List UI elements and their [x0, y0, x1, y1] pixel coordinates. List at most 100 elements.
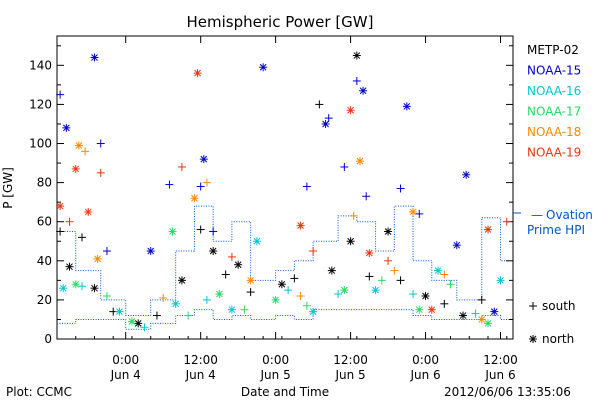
south-point: [409, 290, 418, 299]
y-tick-label: 140: [29, 58, 52, 72]
north-point: [484, 225, 493, 234]
north-point: [352, 51, 361, 60]
south-point: [309, 247, 318, 256]
y-tick-label: 20: [37, 293, 52, 307]
north-point: [271, 295, 280, 304]
timestamp: 2012/06/06 13:35:06: [444, 385, 571, 399]
north-point: [215, 290, 224, 299]
north-point: [421, 291, 430, 300]
north-point: [209, 247, 218, 256]
north-point: [309, 307, 318, 316]
north-point: [477, 315, 486, 324]
y-axis-label: P [GW]: [1, 167, 15, 209]
north-point: [246, 276, 255, 285]
north-point: [146, 247, 155, 256]
north-point: [359, 86, 368, 95]
north-point: [365, 248, 374, 257]
north-point: [346, 237, 355, 246]
north-point: [371, 286, 380, 295]
ovation-hpi-trace: [57, 205, 509, 330]
y-tick-label: 40: [37, 254, 52, 268]
y-tick-label: 60: [37, 215, 52, 229]
north-point: [496, 276, 505, 285]
y-tick-label: 80: [37, 176, 52, 190]
south-point: [471, 309, 480, 318]
x-tick-time: 12:00: [483, 353, 518, 367]
series-metp-02: [56, 51, 486, 328]
x-tick-date: Jun 4: [110, 368, 141, 382]
x-tick-time: 0:00: [112, 353, 139, 367]
north-point: [127, 317, 136, 326]
x-tick-time: 12:00: [183, 353, 218, 367]
legend-entry: NOAA-16: [527, 84, 581, 98]
south-point: [340, 162, 349, 171]
legend-entry: NOAA-18: [527, 125, 581, 139]
x-tick-date: Jun 5: [260, 368, 291, 382]
north-point: [277, 280, 286, 289]
south-point: [56, 227, 65, 236]
south-point: [502, 217, 511, 226]
north-point: [252, 237, 261, 246]
north-point: [90, 53, 99, 62]
north-point: [59, 284, 68, 293]
south-point: [390, 266, 399, 275]
series-noaa-15: [56, 53, 499, 316]
north-point: [134, 319, 143, 328]
x-tick-date: Jun 6: [409, 368, 440, 382]
legend-entry: METP-02: [527, 43, 579, 57]
south-point: [77, 233, 86, 242]
series-noaa-18: [74, 141, 486, 324]
north-point: [259, 63, 268, 72]
series-noaa-16: [59, 237, 505, 332]
north-point: [234, 260, 243, 269]
x-tick-time: 12:00: [333, 353, 368, 367]
north-point: [321, 119, 330, 128]
x-tick-time: 0:00: [262, 353, 289, 367]
north-point: [84, 207, 93, 216]
north-point: [340, 286, 349, 295]
x-tick-date: Jun 6: [484, 368, 515, 382]
ovation-legend-line1: Ovation: [546, 208, 593, 222]
x-tick-date: Jun 4: [185, 368, 216, 382]
south-point: [446, 280, 455, 289]
south-point: [349, 211, 358, 220]
south-point: [334, 290, 343, 299]
north-point: [168, 227, 177, 236]
north-point: [71, 164, 80, 173]
north-point: [427, 305, 436, 314]
south-point: [77, 282, 86, 291]
north-point: [71, 280, 80, 289]
south-point: [315, 100, 324, 109]
south-point: [246, 288, 255, 297]
north-marker-icon: [529, 335, 537, 343]
series-noaa-19: [56, 69, 511, 314]
south-point: [240, 305, 249, 314]
south-point: [227, 252, 236, 261]
south-point: [440, 270, 449, 279]
x-axis-label: Date and Time: [241, 385, 329, 399]
south-point: [140, 323, 149, 332]
legend-entry: NOAA-15: [527, 64, 581, 78]
south-point: [290, 274, 299, 283]
south-point: [81, 147, 90, 156]
north-point: [459, 311, 468, 320]
south-point: [384, 256, 393, 265]
south-point: [56, 90, 65, 99]
north-point: [74, 141, 83, 150]
north-point: [227, 305, 236, 314]
symbol-legend-label: north: [542, 332, 574, 346]
north-point: [327, 266, 336, 275]
south-point: [209, 227, 218, 236]
south-point: [352, 76, 361, 85]
south-point: [102, 291, 111, 300]
legend-entry: NOAA-19: [527, 146, 581, 160]
north-point: [484, 319, 493, 328]
north-point: [296, 221, 305, 230]
north-point: [199, 155, 208, 164]
south-point: [477, 295, 486, 304]
north-point: [490, 307, 499, 316]
north-point: [434, 266, 443, 275]
chart-title: Hemispheric Power [GW]: [187, 13, 374, 31]
north-point: [415, 305, 424, 314]
